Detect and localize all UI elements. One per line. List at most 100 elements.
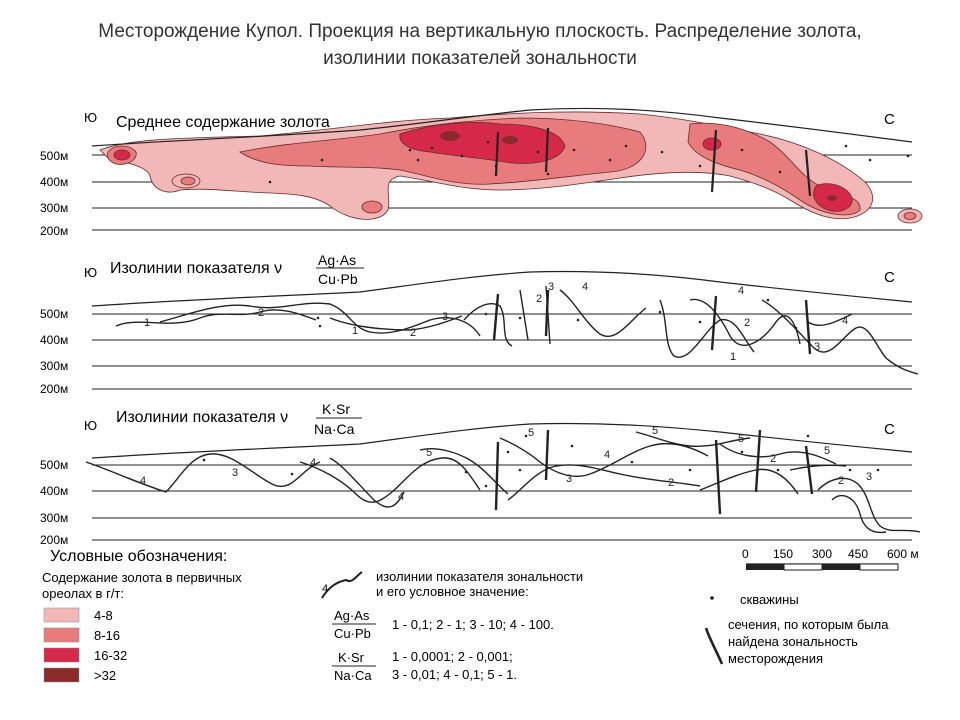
figure-title: Месторождение Купол. Проекция на вертика… (0, 18, 960, 72)
level-label-500-p2: 500м (40, 307, 68, 321)
legend-label-4-8: 4-8 (94, 608, 113, 623)
level-label-200: 200м (40, 224, 68, 238)
legend-isoline-caption-2: и его условное значение: (376, 584, 529, 599)
scale-bar: 0 150 300 450 600 м (742, 547, 919, 571)
south-label: Ю (84, 110, 97, 125)
panel-2-denominator: Cu·Pb (318, 271, 358, 287)
figure-title-line-2: изолинии показателей зональности (323, 48, 637, 69)
legend-gold-caption-2: ореолах в г/т: (42, 586, 124, 601)
legend-swatch-4-8 (43, 607, 80, 623)
isoline-label: 2 (536, 293, 542, 305)
legend-swatch-16-32 (43, 647, 80, 663)
isoline-label: 3 (814, 341, 820, 353)
level-label-200-p2: 200м (40, 382, 68, 396)
scale-tick-300: 300 (812, 547, 832, 561)
gold-halo-8-16-deep (361, 200, 383, 214)
figure-title-line-1: Месторождение Купол. Проекция на вертика… (98, 21, 862, 42)
legend-section-line (704, 627, 724, 665)
isoline-label: 2 (258, 307, 264, 319)
legend-index-1-values: 1 - 0,1; 2 - 1; 3 - 10; 4 - 100. (392, 617, 554, 632)
panel-3-title: Изолинии показателя ν (116, 409, 288, 426)
level-label-300: 300м (40, 201, 68, 215)
isoline-label: 3 (232, 467, 238, 479)
isolines-panel-2 (115, 285, 919, 375)
isoline-labels-panel-2: 1 2 1 2 3 2 3 4 4 2 1 4 3 (144, 281, 848, 363)
isoline-label: 3 (442, 311, 448, 323)
sections-panel-3 (494, 429, 814, 515)
north-label-2: С (884, 269, 895, 286)
isoline-label: 5 (824, 445, 830, 457)
level-label-300-p2: 300м (40, 359, 68, 373)
panel-index-1: Ю С Изолинии показателя ν Ag·As Cu·Pb 50… (40, 252, 919, 396)
gold-halo-16-32-west (113, 149, 131, 161)
level-label-500-p3: 500м (40, 458, 68, 472)
level-label-400-p2: 400м (40, 333, 68, 347)
wells-panel-3 (202, 434, 880, 488)
surface-line-panel-2 (91, 270, 913, 307)
isoline-label: 4 (604, 449, 610, 461)
legend-index-1-numerator: Ag·As (334, 608, 370, 623)
scale-tick-450: 450 (848, 547, 868, 561)
legend: Условные обозначения: Содержание золота … (42, 548, 889, 683)
isoline-label: 4 (398, 491, 404, 503)
gold-halo-gt32-b (502, 136, 518, 144)
level-label-500: 500м (40, 149, 68, 163)
north-label: С (884, 111, 895, 128)
gold-halo-8-16-small (180, 176, 196, 186)
isoline-label: 2 (744, 317, 750, 329)
legend-sections-label-1: сечения, по которым была (728, 617, 889, 632)
isoline-label: 5 (738, 433, 744, 445)
isoline-label: 2 (838, 475, 844, 487)
scale-segment-4 (859, 563, 899, 571)
isoline-label: 1 (144, 317, 150, 329)
gold-halo-16-32-mid (702, 137, 722, 151)
scale-tick-0: 0 (742, 547, 749, 561)
isoline-labels-panel-3: 4 3 4 4 5 5 5 4 3 2 5 2 5 2 3 (140, 425, 872, 503)
level-label-400: 400м (40, 175, 68, 189)
panel-3-numerator: K·Sr (322, 401, 350, 417)
gold-halo-8-16-outlier (903, 212, 917, 220)
scale-tick-150: 150 (773, 547, 793, 561)
scale-tick-600: 600 м (887, 547, 919, 561)
legend-index-2-numerator: K·Sr (338, 650, 365, 665)
isoline-label: 2 (770, 453, 776, 465)
isoline-label: 4 (140, 475, 146, 487)
isoline-label: 3 (866, 471, 872, 483)
legend-index-2-values-1: 1 - 0,0001; 2 - 0,001; (392, 649, 513, 664)
scale-segment-3 (822, 564, 860, 570)
isolines-panel-3 (85, 431, 921, 534)
north-label-3: С (884, 421, 895, 438)
legend-label-gt32: >32 (94, 668, 116, 683)
legend-label-8-16: 8-16 (94, 628, 120, 643)
gold-halo-gt32-c (827, 195, 837, 201)
isoline-label: 3 (548, 281, 554, 293)
panel-2-title: Изолинии показателя ν (110, 260, 282, 277)
legend-index-2-values-2: 3 - 0,01; 4 - 0,1; 5 - 1. (392, 667, 517, 682)
isoline-label: 5 (426, 447, 432, 459)
isoline-label: 4 (738, 285, 744, 297)
gold-halo-gt32-a (440, 131, 460, 141)
legend-swatch-8-16 (43, 627, 80, 643)
surface-line-panel-3 (91, 422, 913, 459)
legend-isoline-caption-1: изолинии показателя зональности (376, 569, 583, 584)
gold-halo-16-32 (399, 122, 566, 164)
legend-well-dot (710, 596, 714, 600)
isoline-label: 4 (310, 457, 316, 469)
legend-gold-caption-1: Содержание золота в первичных (42, 570, 242, 585)
panel-index-2: Ю С Изолинии показателя ν K·Sr Na·Ca 500… (40, 401, 921, 547)
legend-label-16-32: 16-32 (94, 648, 127, 663)
legend-swatch-gt32 (43, 667, 80, 683)
legend-sections-label-3: месторождения (728, 651, 823, 666)
legend-heading: Условные обозначения: (50, 548, 227, 565)
surface-line-panel-1 (91, 107, 913, 147)
panel-2-numerator: Ag·As (318, 252, 356, 268)
isoline-label: 3 (566, 473, 572, 485)
level-label-400-p3: 400м (40, 484, 68, 498)
legend-index-2-denominator: Na·Ca (334, 668, 372, 683)
isoline-label: 5 (652, 425, 658, 437)
isoline-label: 5 (528, 427, 534, 439)
legend-index-1-denominator: Cu·Pb (334, 626, 371, 641)
wells-panel-2 (316, 298, 798, 330)
south-label-2: Ю (84, 265, 97, 280)
